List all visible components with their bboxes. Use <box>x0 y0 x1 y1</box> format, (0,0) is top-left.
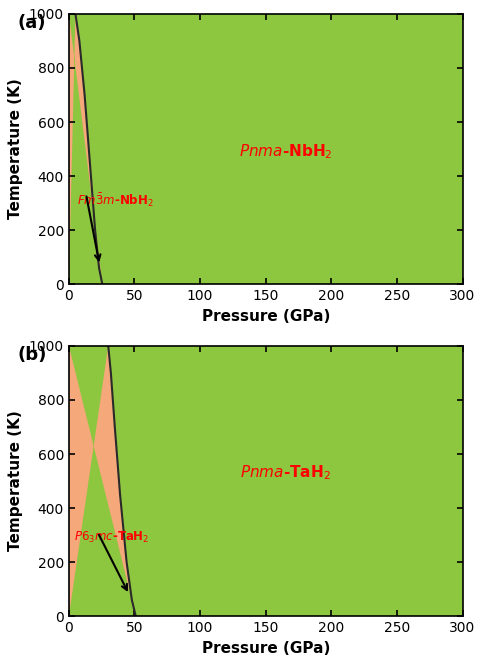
X-axis label: Pressure (GPa): Pressure (GPa) <box>201 309 330 323</box>
Y-axis label: Temperature (K): Temperature (K) <box>8 78 23 219</box>
Text: (b): (b) <box>18 346 47 364</box>
Polygon shape <box>69 14 102 284</box>
Text: $\it{Fm\bar{3}m}$-NbH$_2$: $\it{Fm\bar{3}m}$-NbH$_2$ <box>77 192 153 209</box>
X-axis label: Pressure (GPa): Pressure (GPa) <box>201 641 330 655</box>
Y-axis label: Temperature (K): Temperature (K) <box>8 410 23 551</box>
Text: $\it{Pnma}$-TaH$_2$: $\it{Pnma}$-TaH$_2$ <box>240 463 331 482</box>
Text: (a): (a) <box>18 14 46 32</box>
Text: $\it{Pnma}$-NbH$_2$: $\it{Pnma}$-NbH$_2$ <box>239 142 332 161</box>
Text: $\it{P6_3mc}$-TaH$_2$: $\it{P6_3mc}$-TaH$_2$ <box>74 531 150 545</box>
Polygon shape <box>69 346 136 616</box>
